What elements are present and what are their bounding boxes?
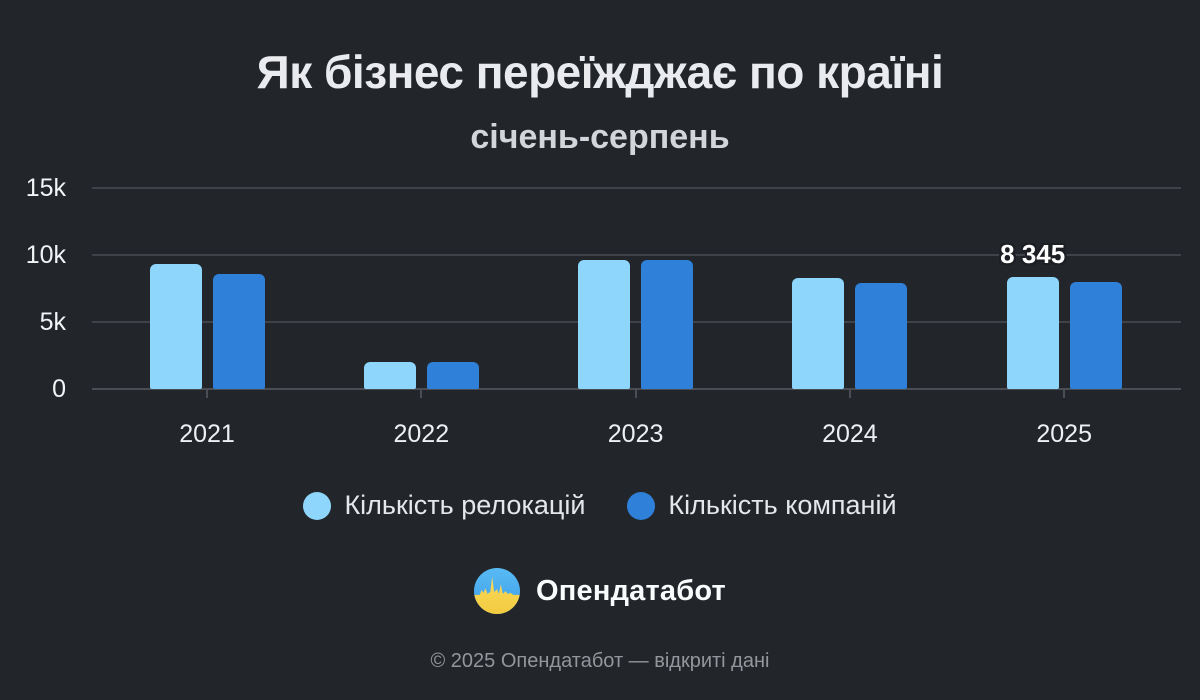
copyright-text: © 2025 Опендатабот — відкриті дані (430, 650, 770, 672)
x-axis-tick (206, 389, 208, 398)
page-title: Як бізнес переїжджає по країні (256, 46, 944, 98)
y-tick-label: 5k (39, 308, 66, 336)
bar-relocations-2025 (1006, 277, 1059, 389)
x-axis-tick (848, 389, 851, 398)
x-axis-label-2024: 2024 (822, 420, 878, 448)
gridline-15k (92, 187, 1181, 189)
x-axis-label-2025: 2025 (1036, 420, 1092, 448)
bar-relocations-2022 (363, 362, 416, 389)
bar-companies-2025 (1069, 282, 1122, 389)
x-axis-label-2023: 2023 (607, 420, 664, 448)
legend-item-relocations: Кількість релокацій (303, 490, 585, 521)
legend-label-relocations: Кількість релокацій (344, 490, 586, 520)
chart-legend: Кількість релокацій Кількість компаній (0, 490, 1200, 521)
bar-companies-2023 (641, 260, 694, 389)
bar-companies-2022 (426, 362, 479, 389)
gridline-10k (92, 254, 1181, 256)
legend-marker-companies-icon (627, 491, 656, 520)
x-axis-tick (634, 389, 637, 398)
bar-relocations-2024 (792, 278, 845, 389)
legend-marker-relocations-icon (303, 491, 332, 520)
x-axis-tick (420, 389, 423, 398)
y-tick-label: 15k (25, 174, 66, 202)
bar-value-label: 8 345 (1000, 239, 1066, 270)
x-axis-label-2022: 2022 (393, 420, 450, 448)
bar-relocations-2021 (149, 263, 202, 389)
x-axis-label-2021: 2021 (179, 420, 235, 448)
brand-row: Опендатабот (0, 568, 1200, 614)
legend-item-companies: Кількість компаній (627, 490, 897, 521)
brand-name: Опендатабот (536, 574, 726, 607)
page-subtitle: січень-серпень (470, 118, 730, 156)
y-tick-label: 0 (52, 375, 66, 403)
x-axis-tick (1063, 389, 1066, 398)
bar-companies-2024 (855, 283, 908, 389)
gridline-5k (92, 321, 1181, 323)
y-tick-label: 10k (25, 241, 66, 269)
bar-companies-2021 (212, 274, 265, 389)
opendatabot-logo-icon (474, 568, 521, 614)
bar-relocations-2023 (578, 260, 631, 389)
legend-label-companies: Кількість компаній (668, 490, 897, 520)
